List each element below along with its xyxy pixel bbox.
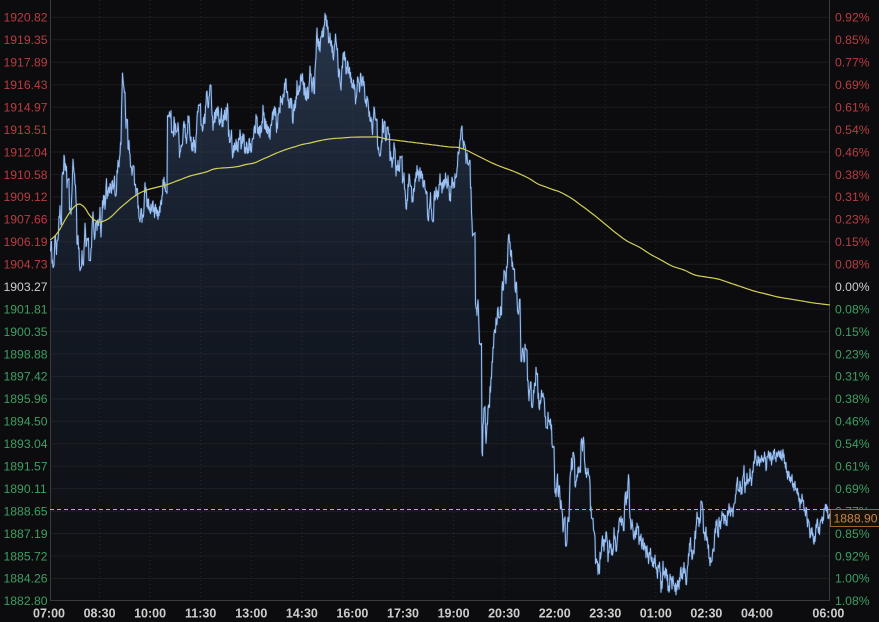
svg-text:1898.88: 1898.88 xyxy=(4,347,48,361)
svg-text:1885.72: 1885.72 xyxy=(4,549,48,563)
svg-text:0.85%: 0.85% xyxy=(835,527,870,541)
svg-text:1.00%: 1.00% xyxy=(835,572,870,586)
svg-text:0.08%: 0.08% xyxy=(835,302,870,316)
svg-text:11:30: 11:30 xyxy=(185,607,216,621)
svg-text:1888.65: 1888.65 xyxy=(4,504,48,518)
svg-text:19:00: 19:00 xyxy=(438,607,470,621)
svg-text:0.23%: 0.23% xyxy=(835,347,870,361)
svg-text:0.69%: 0.69% xyxy=(835,482,870,496)
svg-text:13:00: 13:00 xyxy=(235,607,267,621)
svg-text:1900.35: 1900.35 xyxy=(4,325,48,339)
svg-text:1907.66: 1907.66 xyxy=(4,213,48,227)
svg-text:1910.58: 1910.58 xyxy=(4,168,48,182)
svg-text:0.15%: 0.15% xyxy=(835,235,870,249)
svg-text:1888.90: 1888.90 xyxy=(834,512,878,526)
svg-text:01:00: 01:00 xyxy=(640,607,672,621)
svg-text:0.00%: 0.00% xyxy=(835,280,870,294)
svg-text:0.46%: 0.46% xyxy=(835,145,870,159)
svg-text:0.61%: 0.61% xyxy=(835,460,870,474)
svg-text:16:00: 16:00 xyxy=(336,607,368,621)
svg-text:0.61%: 0.61% xyxy=(835,101,870,115)
svg-text:1884.26: 1884.26 xyxy=(4,572,48,586)
svg-text:1882.80: 1882.80 xyxy=(4,594,48,608)
svg-text:1904.73: 1904.73 xyxy=(4,258,48,272)
svg-text:20:30: 20:30 xyxy=(488,607,520,621)
svg-text:1916.43: 1916.43 xyxy=(4,78,48,92)
svg-text:0.38%: 0.38% xyxy=(835,392,870,406)
svg-text:1.08%: 1.08% xyxy=(835,594,870,608)
svg-text:1895.96: 1895.96 xyxy=(4,392,48,406)
svg-text:10:00: 10:00 xyxy=(134,607,166,621)
svg-text:0.54%: 0.54% xyxy=(835,437,870,451)
svg-text:0.85%: 0.85% xyxy=(835,33,870,47)
svg-text:04:00: 04:00 xyxy=(741,607,773,621)
svg-text:0.31%: 0.31% xyxy=(835,370,870,384)
svg-text:1913.51: 1913.51 xyxy=(4,123,48,137)
svg-text:1914.97: 1914.97 xyxy=(4,101,48,115)
svg-text:1917.89: 1917.89 xyxy=(4,56,48,70)
svg-text:1890.11: 1890.11 xyxy=(4,482,47,496)
svg-text:06:00: 06:00 xyxy=(812,607,844,621)
svg-text:14:30: 14:30 xyxy=(286,607,318,621)
svg-text:0.31%: 0.31% xyxy=(835,190,870,204)
svg-text:1912.04: 1912.04 xyxy=(4,145,48,159)
svg-text:1909.12: 1909.12 xyxy=(4,190,48,204)
svg-text:1901.81: 1901.81 xyxy=(4,302,48,316)
svg-text:17:30: 17:30 xyxy=(387,607,419,621)
svg-text:08:30: 08:30 xyxy=(84,607,116,621)
svg-text:02:30: 02:30 xyxy=(690,607,722,621)
svg-text:0.69%: 0.69% xyxy=(835,78,870,92)
svg-text:0.08%: 0.08% xyxy=(835,258,870,272)
svg-text:1887.19: 1887.19 xyxy=(4,527,48,541)
svg-text:1919.35: 1919.35 xyxy=(4,33,48,47)
svg-text:0.92%: 0.92% xyxy=(835,11,870,25)
svg-text:23:30: 23:30 xyxy=(589,607,621,621)
svg-text:0.46%: 0.46% xyxy=(835,415,870,429)
svg-text:07:00: 07:00 xyxy=(33,607,65,621)
svg-text:1903.27: 1903.27 xyxy=(4,280,48,294)
svg-text:0.77%: 0.77% xyxy=(835,56,870,70)
svg-text:0.15%: 0.15% xyxy=(835,325,870,339)
svg-text:0.54%: 0.54% xyxy=(835,123,870,137)
svg-text:1894.50: 1894.50 xyxy=(4,415,48,429)
svg-text:1897.42: 1897.42 xyxy=(4,370,48,384)
svg-text:0.38%: 0.38% xyxy=(835,168,870,182)
svg-text:1893.04: 1893.04 xyxy=(4,437,48,451)
svg-text:0.23%: 0.23% xyxy=(835,213,870,227)
svg-text:22:00: 22:00 xyxy=(539,607,571,621)
svg-text:0.92%: 0.92% xyxy=(835,549,870,563)
svg-text:1920.82: 1920.82 xyxy=(4,11,48,25)
svg-text:1891.57: 1891.57 xyxy=(4,460,48,474)
svg-text:1906.19: 1906.19 xyxy=(4,235,48,249)
